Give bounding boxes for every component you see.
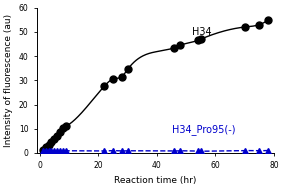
Text: H34: H34 [192,27,212,37]
X-axis label: Reaction time (hr): Reaction time (hr) [114,176,197,185]
Text: H34_Pro95(-): H34_Pro95(-) [171,124,235,135]
Y-axis label: Intensity of fluorescence (au): Intensity of fluorescence (au) [4,14,13,147]
